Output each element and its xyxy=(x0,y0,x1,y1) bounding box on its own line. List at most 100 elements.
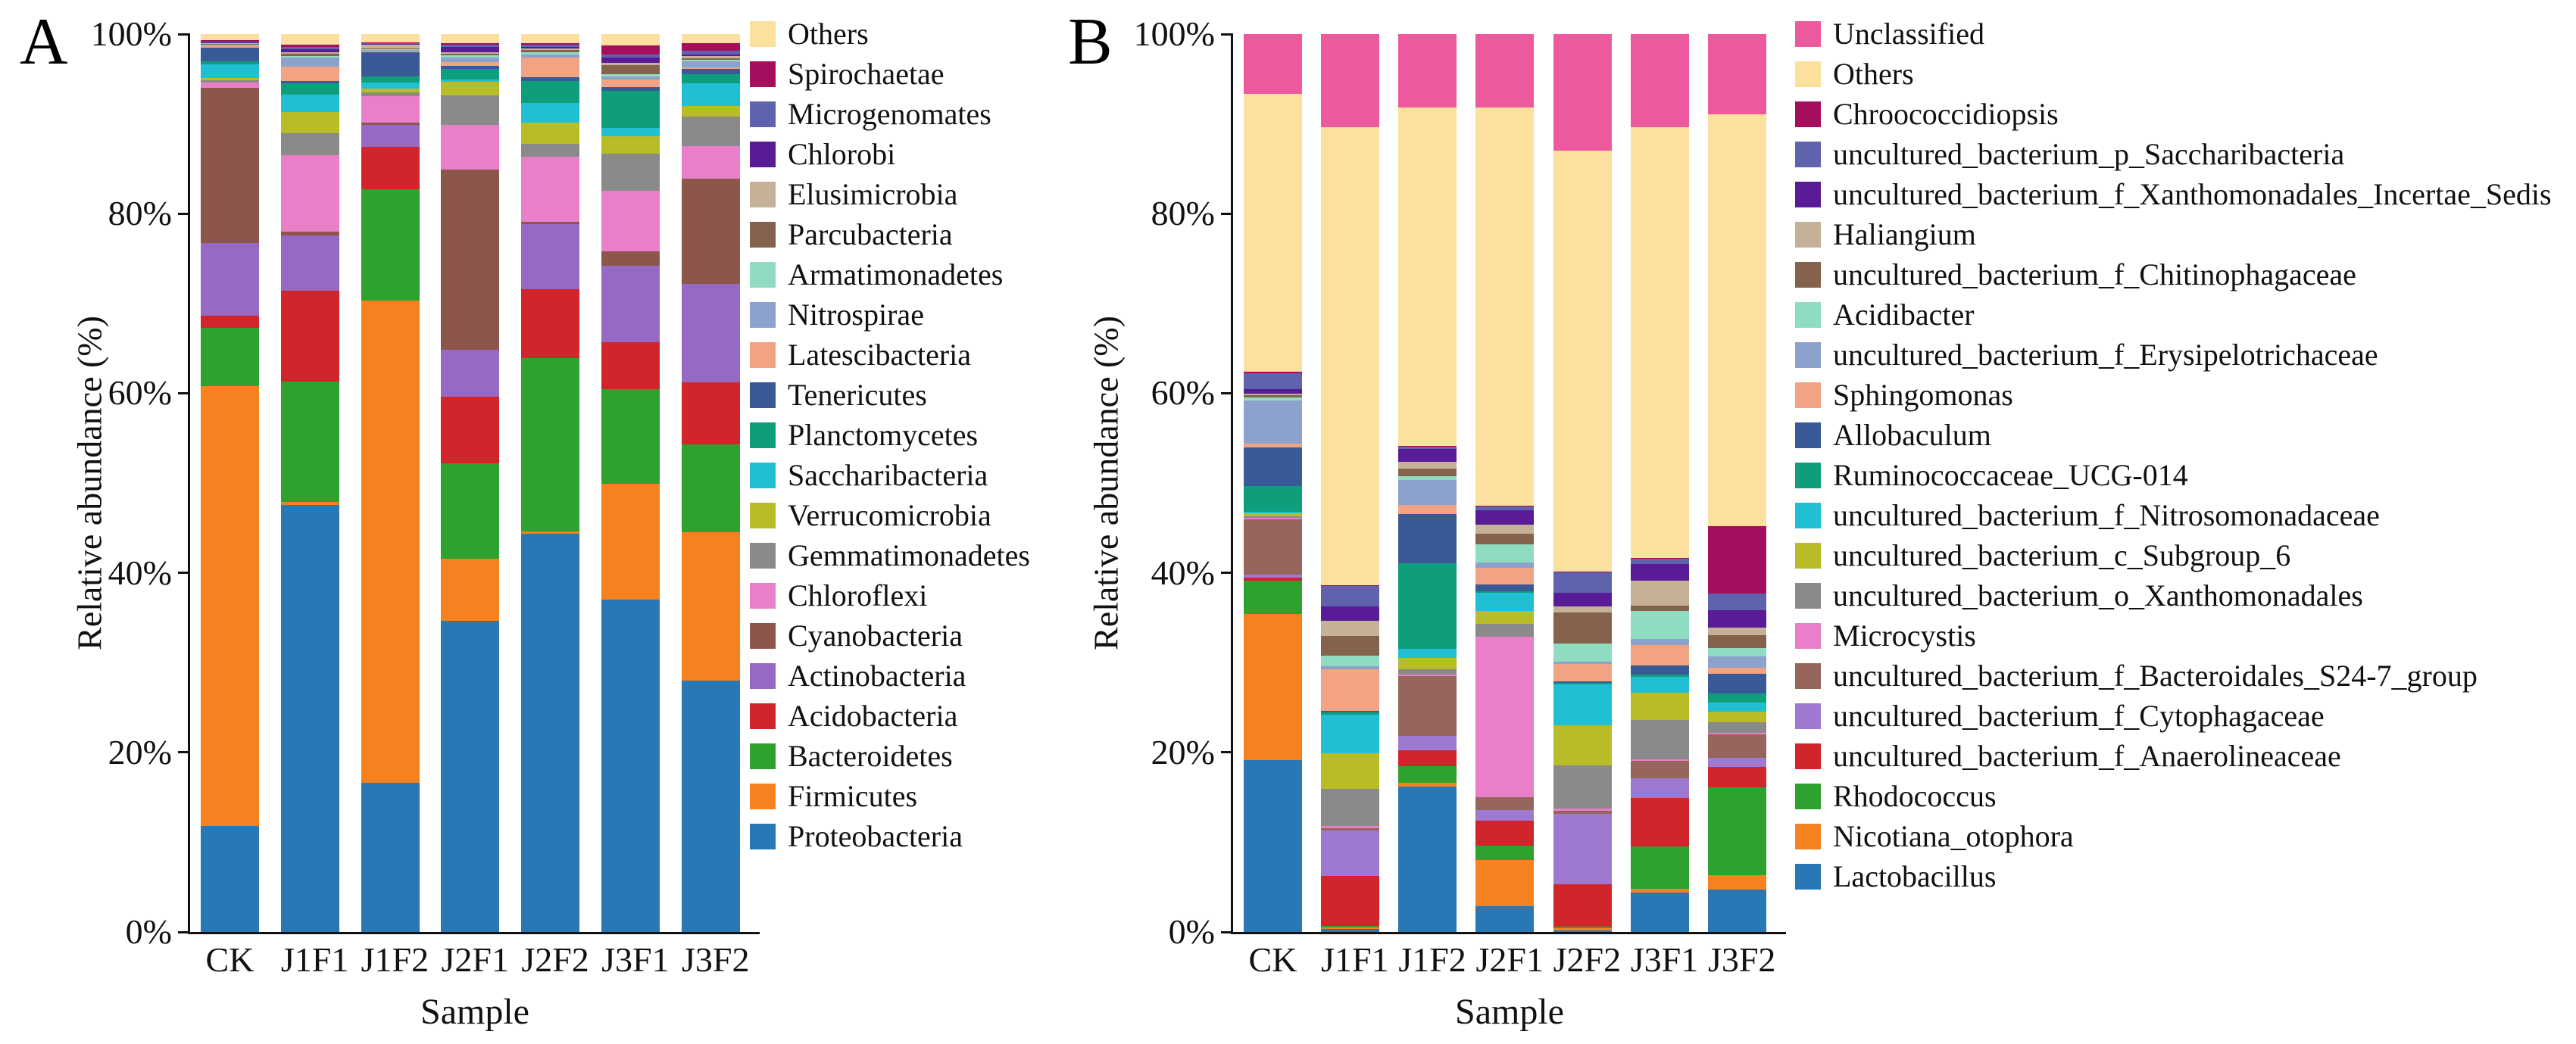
segment-Allobaculum xyxy=(1475,584,1535,591)
segment-Elusimicrobia xyxy=(361,45,420,49)
legend-label: Parcubacteria xyxy=(788,217,953,251)
segment-uncultured_bacterium_f_Chitinophagaceae xyxy=(1398,468,1457,477)
segment-uncultured_bacterium_c_Subgroup_6 xyxy=(1244,513,1302,516)
legend-swatch-icon xyxy=(1795,21,1821,47)
x-tick-label-J2F2: J2F2 xyxy=(521,940,589,979)
legend-item-uncultured_bacterium_f_Cytophagaceae: uncultured_bacterium_f_Cytophagaceae xyxy=(1795,699,2552,733)
legend-item-Allobaculum: Allobaculum xyxy=(1795,420,2552,450)
segment-Others xyxy=(1321,127,1380,585)
y-tick-label-80%: 80% xyxy=(108,194,172,233)
segment-Proteobacteria xyxy=(681,681,740,932)
panel-b-plot-area: CK J1F1 J1F2 J2F1 J2F2 J3F1 J3F2 Sample 0% 20% 4… xyxy=(1134,17,1786,1032)
y-tick-label-0%: 0% xyxy=(125,912,172,951)
segment-Proteobacteria xyxy=(601,599,660,932)
segment-Others xyxy=(361,34,420,42)
segment-Chlorobi xyxy=(280,49,339,52)
segment-Lactobacillus xyxy=(1475,905,1535,932)
segment-uncultured_bacterium_f_Chitinophagaceae xyxy=(1475,533,1535,544)
segment-uncultured_bacterium_f_Chitinophagaceae xyxy=(1553,612,1612,644)
segment-uncultured_bacterium_c_Subgroup_6 xyxy=(1553,725,1612,765)
stacked-bar-J1F2 xyxy=(1398,34,1457,932)
legend-swatch-icon xyxy=(1795,61,1821,87)
legend-item-Bacteroidetes: Bacteroidetes xyxy=(750,741,1030,771)
legend-item-uncultured_bacterium_f_Xanthomonadales_Incertae_Sedis: uncultured_bacterium_f_Xanthomonadales_I… xyxy=(1795,179,2552,210)
segment-uncultured_bacterium_c_Subgroup_6 xyxy=(1321,753,1380,790)
segment-Nitrospirae xyxy=(601,76,660,79)
segment-Microgenomates xyxy=(601,55,660,58)
segment-uncultured_bacterium_f_Cytophagaceae xyxy=(1321,831,1380,877)
segment-Cyanobacteria xyxy=(521,222,580,224)
legend-item-Unclassified: Unclassified xyxy=(1795,19,2552,49)
legend-swatch-icon xyxy=(750,583,776,609)
segment-Acidibacter xyxy=(1630,611,1689,639)
legend-swatch-icon xyxy=(750,463,776,488)
panel-a-legend: Others Spirochaetae Microgenomates Chlorobi… xyxy=(750,19,1030,864)
segment-Proteobacteria xyxy=(201,825,259,932)
legend-label: uncultured_bacterium_f_Nitrosomonadaceae xyxy=(1833,498,2380,532)
legend-item-Sphingomonas: Sphingomonas xyxy=(1795,378,2552,412)
segment-Parcubacteria xyxy=(361,48,420,50)
legend-swatch-icon xyxy=(750,422,776,448)
segment-uncultured_bacterium_f_Xanthomonadales_Incertae_Sedis xyxy=(1475,510,1535,525)
segment-Spirochaetae xyxy=(681,42,740,51)
segment-Others xyxy=(280,34,339,45)
legend-label: uncultured_bacterium_f_Cytophagaceae xyxy=(1833,699,2325,733)
legend-swatch-icon xyxy=(750,824,776,849)
segment-Spirochaetae xyxy=(280,45,339,47)
legend-swatch-icon xyxy=(1795,342,1821,368)
segment-Armatimonadetes xyxy=(280,55,339,58)
segment-uncultured_bacterium_p_Saccharibacteria xyxy=(1553,572,1612,593)
x-tick-label-J2F2: J2F2 xyxy=(1553,940,1622,979)
legend-item-Nitrospirae: Nitrospirae xyxy=(750,300,1030,330)
segment-uncultured_bacterium_f_Anaerolineaceae xyxy=(1630,798,1689,846)
segment-Sphingomonas xyxy=(1244,444,1302,448)
segment-Sphingomonas xyxy=(1553,664,1612,681)
legend-label: Latescibacteria xyxy=(788,338,972,372)
segment-Firmicutes xyxy=(361,300,420,784)
stacked-bar-J1F1 xyxy=(1321,34,1380,932)
legend-label: Saccharibacteria xyxy=(788,458,988,492)
legend-swatch-icon xyxy=(1795,743,1821,769)
legend-swatch-icon xyxy=(750,784,776,809)
segment-uncultured_bacterium_f_Nitrosomonadaceae xyxy=(1553,684,1612,725)
segment-Firmicutes xyxy=(441,558,500,622)
legend-label: Chroococcidiopsis xyxy=(1833,97,2059,131)
segment-Acidobacteria xyxy=(681,382,740,444)
panel-b-x-axis-title: Sample xyxy=(1455,992,1564,1032)
legend-swatch-icon xyxy=(750,342,776,368)
segment-Microcystis xyxy=(1244,517,1302,520)
segment-Cyanobacteria xyxy=(201,87,259,244)
segment-Microcystis xyxy=(1475,636,1535,797)
legend-swatch-icon xyxy=(750,182,776,207)
segment-Verrucomicrobia xyxy=(280,111,339,134)
segment-Saccharibacteria xyxy=(361,83,420,89)
segment-uncultured_bacterium_c_Subgroup_6 xyxy=(1475,610,1535,624)
segment-Others xyxy=(1553,151,1612,572)
segment-Cyanobacteria xyxy=(441,169,500,350)
segment-Others xyxy=(1707,114,1766,526)
segment-Chlorobi xyxy=(681,55,740,57)
segment-Chloroflexi xyxy=(681,145,740,179)
legend-item-Spirochaetae: Spirochaetae xyxy=(750,59,1030,89)
panel-b-x-tick-labels: CK J1F1 J1F2 J2F1 J2F2 J3F1 J3F2 xyxy=(1233,943,1786,977)
legend-label: Sphingomonas xyxy=(1833,378,2013,412)
panel-a-x-axis-title: Sample xyxy=(420,992,529,1032)
panel-b-label: B xyxy=(1068,5,1113,79)
legend-item-Gemmatimonadetes: Gemmatimonadetes xyxy=(750,541,1030,571)
segment-uncultured_bacterium_p_Saccharibacteria xyxy=(1244,372,1302,389)
legend-swatch-icon xyxy=(750,222,776,248)
legend-item-Verrucomicrobia: Verrucomicrobia xyxy=(750,500,1030,531)
segment-Latescibacteria xyxy=(441,61,500,67)
legend-item-Chlorobi: Chlorobi xyxy=(750,139,1030,170)
segment-Parcubacteria xyxy=(280,54,339,56)
segment-Unclassified xyxy=(1475,34,1535,108)
segment-Haliangium xyxy=(1398,462,1457,469)
segment-uncultured_bacterium_p_Saccharibacteria xyxy=(1630,558,1689,564)
segment-Saccharibacteria xyxy=(521,102,580,123)
y-tick-label-60%: 60% xyxy=(108,373,172,413)
segment-Actinobacteria xyxy=(681,283,740,382)
segment-Chloroflexi xyxy=(201,82,259,88)
x-tick-label-CK: CK xyxy=(205,940,254,979)
segment-Nicotiana_otophora xyxy=(1475,860,1535,906)
